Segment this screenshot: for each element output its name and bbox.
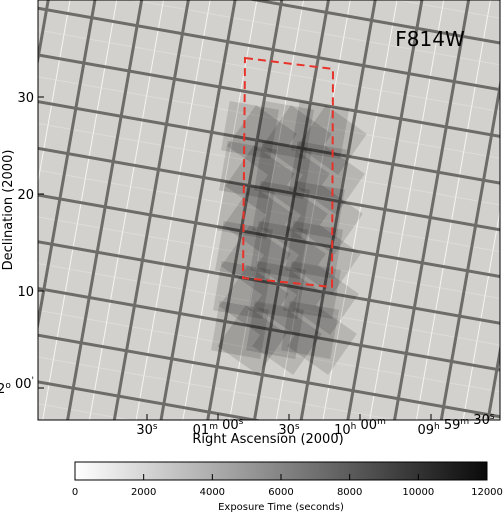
exposure-mosaic bbox=[211, 101, 367, 375]
colorbar-tick-label: 10000 bbox=[402, 487, 434, 498]
x-tick-label: 01m 00s bbox=[193, 417, 244, 438]
label-part: 00 bbox=[11, 377, 32, 392]
field-outline bbox=[241, 56, 335, 289]
label-sup: m bbox=[209, 422, 218, 432]
pointing bbox=[287, 181, 345, 239]
pointing bbox=[291, 101, 349, 159]
label-part: 10 bbox=[334, 423, 351, 438]
x-tick-label: 30s bbox=[136, 422, 158, 438]
label-part: 00 bbox=[356, 418, 377, 433]
y-axis-label: Declination (2000) bbox=[1, 150, 16, 271]
filter-label: F814W bbox=[395, 27, 465, 51]
label-sup: ' bbox=[32, 376, 34, 386]
pointing bbox=[256, 101, 314, 159]
label-part: 30 bbox=[136, 423, 153, 438]
pointing bbox=[215, 221, 273, 279]
label-sup: s bbox=[153, 422, 158, 432]
pointing bbox=[295, 145, 365, 215]
label-sup: m bbox=[460, 417, 469, 427]
label-part: 59 bbox=[440, 418, 461, 433]
y-tick-label: 02o 00' bbox=[0, 376, 34, 397]
label-part: 00 bbox=[218, 418, 239, 433]
label-sup: s bbox=[295, 422, 300, 432]
pointing bbox=[283, 261, 341, 319]
pointing bbox=[246, 301, 304, 359]
y-tick-label: 10 bbox=[17, 285, 34, 300]
label-sup: m bbox=[377, 417, 386, 427]
pointing bbox=[219, 265, 289, 335]
sky-image bbox=[38, 0, 500, 420]
pointing bbox=[248, 261, 306, 319]
label-sup: s bbox=[490, 412, 495, 422]
y-tick-label: 30 bbox=[17, 91, 34, 106]
pointing bbox=[211, 301, 269, 359]
label-part: 30 bbox=[469, 413, 490, 428]
label-sup: h bbox=[434, 422, 440, 432]
x-tick-label: 30s bbox=[278, 422, 300, 438]
colorbar-tick-label: 6000 bbox=[268, 487, 293, 498]
pointing bbox=[293, 185, 363, 255]
pointing bbox=[287, 305, 357, 375]
pointing bbox=[252, 181, 310, 239]
pointing bbox=[256, 225, 326, 295]
label-part: 09 bbox=[417, 423, 434, 438]
pointing bbox=[217, 305, 287, 375]
pointing bbox=[217, 181, 275, 239]
colorbar-tick-label: 0 bbox=[72, 487, 78, 498]
label-sup: o bbox=[5, 381, 11, 391]
pointing bbox=[225, 145, 295, 215]
pointing bbox=[219, 141, 277, 199]
label-part: 01 bbox=[193, 423, 210, 438]
x-tick-label: 09h 59m 30s bbox=[417, 412, 494, 438]
pointing bbox=[254, 265, 324, 335]
pointing bbox=[291, 225, 361, 295]
label-part: 02 bbox=[0, 382, 5, 397]
label-part: 30 bbox=[278, 423, 295, 438]
pointing bbox=[254, 141, 312, 199]
x-axis-label: Right Ascension (2000) bbox=[192, 432, 343, 447]
x-tick-label: 10h 00m bbox=[334, 417, 386, 438]
plot-frame bbox=[37, 0, 501, 421]
pointing bbox=[260, 145, 330, 215]
pointing bbox=[281, 301, 339, 359]
pointing bbox=[213, 261, 271, 319]
pointing bbox=[223, 185, 293, 255]
label-sup: h bbox=[351, 422, 357, 432]
y-tick-label: 20 bbox=[17, 188, 34, 203]
pointing bbox=[250, 221, 308, 279]
colorbar-label: Exposure Time (seconds) bbox=[218, 502, 344, 513]
pointing bbox=[252, 305, 322, 375]
colorbar-tick-label: 4000 bbox=[200, 487, 225, 498]
pointing bbox=[262, 105, 332, 175]
colorbar-tick-label: 8000 bbox=[337, 487, 362, 498]
colorbar-tick-label: 12000 bbox=[471, 487, 503, 498]
pointing bbox=[221, 225, 291, 295]
pointing bbox=[221, 101, 279, 159]
colorbar-tick-label: 2000 bbox=[131, 487, 156, 498]
label-sup: s bbox=[239, 417, 244, 427]
pointing bbox=[258, 185, 328, 255]
pointing bbox=[285, 221, 343, 279]
pointing bbox=[289, 265, 359, 335]
